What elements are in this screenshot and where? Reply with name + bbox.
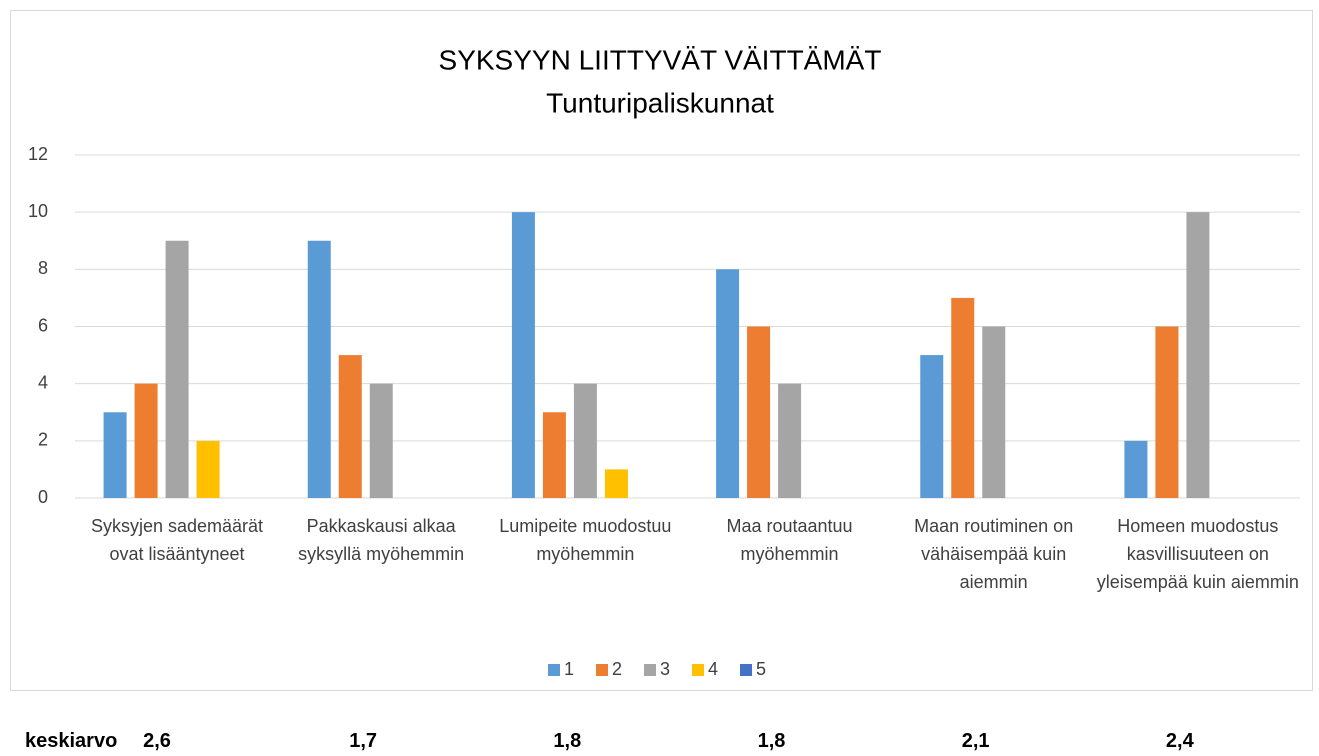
bar [134,383,158,498]
bar [369,383,393,498]
y-tick-label: 2 [38,430,48,450]
legend-label: 2 [612,659,622,679]
summary-value: 2,4 [1165,730,1194,752]
legend-swatch [548,664,560,676]
y-tick-label: 12 [28,144,48,164]
y-tick-label: 8 [38,258,48,278]
legend-swatch [740,664,752,676]
bar [747,326,771,498]
legend-swatch [596,664,608,676]
bar [511,212,535,498]
bar [165,240,189,498]
legend-label: 1 [564,659,574,679]
summary-label: keskiarvo [25,730,118,752]
bar [573,383,597,498]
legend-label: 3 [660,659,670,679]
bar [604,469,628,498]
x-tick-label: Maa routaantuu myöhemmin [726,516,853,564]
bar [951,297,975,498]
bar [982,326,1006,498]
x-tick-label: Maan routiminen on vähäisempää kuin aiem… [914,516,1074,592]
bar [920,355,944,498]
legend-swatch [692,664,704,676]
bar [716,269,740,498]
chart-title: SYKSYYN LIITTYVÄT VÄITTÄMÄT [439,44,882,75]
x-tick-label: Syksyjen sademäärät ovat lisääntyneet [90,516,264,564]
x-tick-label: Pakkaskausi alkaa syksyllä myöhemmin [298,516,465,564]
bar [338,355,362,498]
bar [196,440,220,498]
summary-value: 1,7 [349,730,378,752]
x-tick-label: Lumipeite muodostuu myöhemmin [499,516,672,564]
y-tick-label: 0 [38,487,48,507]
bar [307,240,331,498]
chart-subtitle: Tunturipaliskunnat [546,87,774,118]
bar [542,412,566,498]
bar [778,383,802,498]
summary-value: 2,1 [961,730,990,752]
y-tick-label: 10 [28,201,48,221]
bar [1155,326,1179,498]
legend-label: 5 [756,659,766,679]
summary-value: 1,8 [757,730,786,752]
summary-value: 2,6 [143,730,171,752]
bar [1186,212,1210,498]
y-tick-label: 4 [38,372,48,392]
x-tick-label: Homeen muodostus kasvillisuuteen on ylei… [1096,516,1299,592]
bar [103,412,127,498]
y-tick-label: 6 [38,315,48,335]
legend-swatch [644,664,656,676]
bar [1124,440,1148,498]
chart-border [10,10,1313,691]
summary-value: 1,8 [553,730,582,752]
legend-label: 4 [708,659,718,679]
